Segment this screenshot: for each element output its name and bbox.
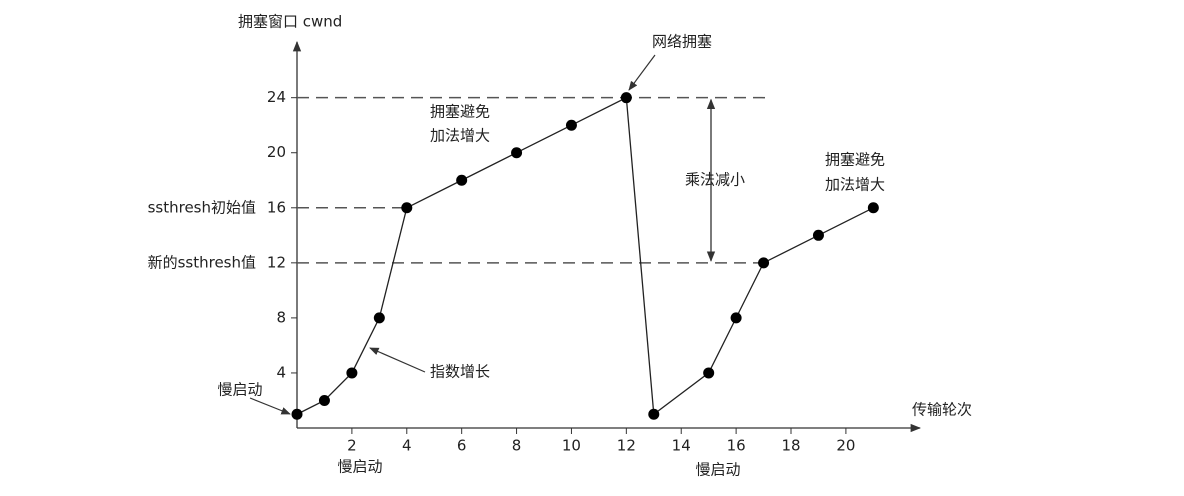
y-tick-label: 12	[267, 253, 286, 271]
data-point	[648, 408, 660, 420]
x-tick-label: 12	[617, 437, 636, 455]
annotation: 慢启动	[695, 461, 740, 479]
y-tick-label: 24	[267, 88, 286, 106]
data-point	[812, 229, 824, 241]
y-tick-label: 16	[267, 198, 286, 216]
data-point	[291, 408, 303, 420]
pointer-arrow	[628, 54, 656, 91]
annotation: 慢启动	[217, 381, 262, 399]
y-axis-label: 拥塞窗口 cwnd	[238, 13, 342, 31]
y-tick-label: 20	[267, 143, 286, 161]
data-point	[758, 257, 770, 269]
pointer-arrow	[249, 397, 291, 415]
data-point	[565, 119, 577, 131]
data-point	[730, 312, 742, 324]
x-tick-label: 4	[402, 437, 412, 455]
annotation: 网络拥塞	[652, 33, 712, 51]
x-tick-label: 20	[836, 437, 855, 455]
annotation: 加法增大	[430, 127, 490, 145]
x-tick-label: 10	[562, 437, 581, 455]
annotation: 乘法减小	[685, 171, 745, 189]
x-tick-label: 8	[512, 437, 522, 455]
annotation: 加法增大	[825, 176, 885, 194]
x-tick-label: 6	[457, 437, 467, 455]
x-axis-label: 传输轮次	[912, 401, 972, 419]
y-tick-label: 4	[276, 363, 286, 381]
x-tick-label: 18	[781, 437, 800, 455]
y-tick-label: 8	[276, 308, 286, 326]
annotation: 拥塞避免	[430, 103, 490, 121]
data-point	[703, 367, 715, 379]
data-point	[867, 202, 879, 214]
pointer-arrow	[369, 347, 426, 373]
data-point	[456, 174, 468, 186]
cwnd-line	[296, 96, 874, 416]
x-tick-label: 16	[727, 437, 746, 455]
data-point	[401, 202, 413, 214]
threshold-label: 新的ssthresh值	[148, 253, 256, 271]
data-point	[373, 312, 385, 324]
data-point	[620, 92, 632, 104]
data-point	[511, 147, 523, 159]
annotation: 慢启动	[337, 458, 382, 476]
x-tick-label: 2	[347, 437, 357, 455]
annotation: 指数增长	[430, 363, 490, 381]
data-point	[318, 394, 330, 406]
annotation: 拥塞避免	[825, 151, 885, 169]
x-tick-label: 14	[672, 437, 691, 455]
data-point	[346, 367, 358, 379]
threshold-label: ssthresh初始值	[148, 198, 256, 216]
